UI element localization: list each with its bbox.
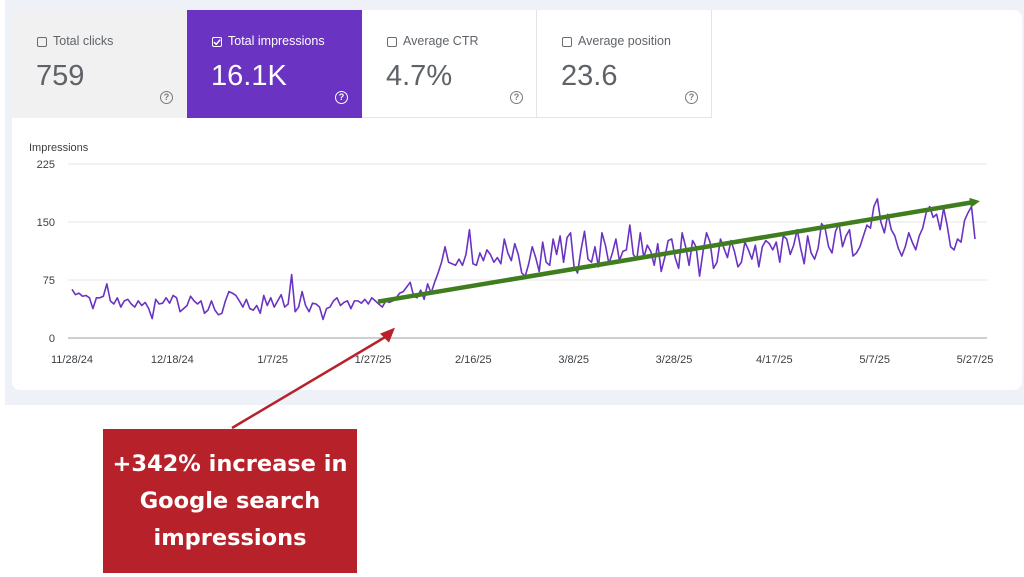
x-tick-label: 1/7/25	[257, 354, 288, 366]
impressions-line	[71, 198, 976, 321]
checkbox-icon[interactable]	[562, 37, 572, 47]
callout-box: +342% increase in Google search impressi…	[103, 429, 357, 573]
x-tick-label: 2/16/25	[455, 354, 492, 366]
x-tick-label: 5/27/25	[957, 354, 994, 366]
metric-value: 16.1K	[211, 60, 287, 92]
y-tick-label: 75	[43, 275, 55, 287]
trend-arrow	[377, 197, 980, 304]
help-icon[interactable]: ?	[335, 91, 348, 104]
metric-value: 23.6	[561, 60, 618, 92]
metric-value: 4.7%	[386, 60, 453, 92]
checkbox-icon[interactable]	[387, 37, 397, 47]
metric-label: Average CTR	[403, 34, 479, 48]
metric-tile-average-ctr[interactable]: Average CTR 4.7% ?	[362, 10, 537, 118]
metric-value: 759	[36, 60, 85, 92]
metric-tile-total-clicks[interactable]: Total clicks 759 ?	[12, 10, 187, 118]
x-tick-label: 12/18/24	[151, 354, 194, 366]
series-layer	[71, 198, 976, 321]
y-axis-ticks: 0 75 150 225	[37, 159, 55, 345]
y-tick-label: 150	[37, 217, 55, 229]
metric-label: Total impressions	[228, 34, 325, 48]
metric-tile-average-position[interactable]: Average position 23.6 ?	[537, 10, 712, 118]
pointer-arrow	[231, 332, 392, 430]
annotations	[231, 197, 980, 430]
y-axis-label: Impressions	[29, 142, 89, 154]
x-axis-ticks: 11/28/24 12/18/24 1/7/25 1/27/25 2/16/25 3/8/…	[51, 354, 993, 366]
x-tick-label: 1/27/25	[355, 354, 392, 366]
x-tick-label: 3/8/25	[558, 354, 589, 366]
metric-tile-total-impressions[interactable]: Total impressions 16.1K ?	[187, 10, 362, 118]
x-tick-label: 4/17/25	[756, 354, 793, 366]
help-icon[interactable]: ?	[685, 91, 698, 104]
grid-lines	[68, 163, 987, 339]
metric-label: Total clicks	[53, 34, 114, 48]
help-icon[interactable]: ?	[160, 91, 173, 104]
y-tick-label: 0	[49, 333, 55, 345]
performance-card: Total clicks 759 ? Total impressions 16.…	[12, 10, 1022, 390]
x-tick-label: 5/7/25	[859, 354, 890, 366]
checkbox-icon[interactable]	[37, 37, 47, 47]
x-tick-label: 3/28/25	[656, 354, 693, 366]
x-tick-label: 11/28/24	[51, 354, 93, 366]
help-icon[interactable]: ?	[510, 91, 523, 104]
pointer-arrow-head	[380, 327, 395, 343]
y-tick-label: 225	[37, 159, 55, 171]
metric-label: Average position	[578, 34, 671, 48]
checked-checkbox-icon[interactable]	[212, 37, 222, 47]
